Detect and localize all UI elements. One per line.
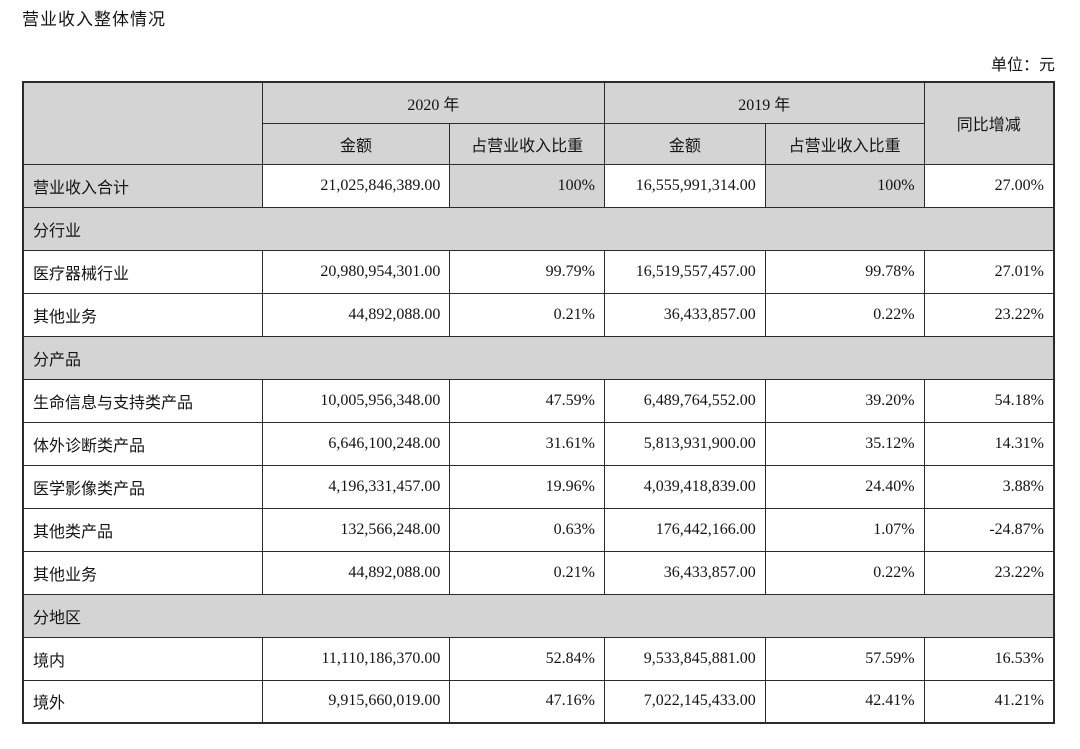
share-2020-cell: 0.63% (449, 507, 605, 552)
section-row: 分行业 (22, 206, 1055, 251)
section-label: 分行业 (22, 206, 1055, 251)
unit-label: 单位：元 (990, 57, 1055, 74)
table-row: 其他业务 44,892,088.00 0.21% 36,433,857.00 0.22%… (22, 550, 1055, 595)
share-2020-cell: 47.16% (449, 679, 605, 724)
share-2020-cell: 47.59% (449, 378, 605, 423)
share-2020-cell: 100% (449, 163, 605, 208)
share-2020-cell: 0.21% (449, 550, 605, 595)
header-row-subcolumns: 金额 占营业收入比重 金额 占营业收入比重 (23, 122, 1054, 165)
row-label: 生命信息与支持类产品 (22, 378, 263, 423)
share-2019-cell: 35.12% (764, 421, 925, 466)
amount-2020-cell: 9,915,660,019.00 (261, 679, 451, 724)
table-row: 营业收入合计 21,025,846,389.00 100% 16,555,991,31… (22, 163, 1055, 208)
amount-2019-cell: 5,813,931,900.00 (603, 421, 766, 466)
yoy-cell: 23.22% (923, 550, 1055, 595)
header-share-2019: 占营业收入比重 (764, 122, 925, 165)
yoy-cell: 27.00% (923, 163, 1055, 208)
section-row: 分产品 (22, 335, 1055, 380)
header-share-2020: 占营业收入比重 (449, 122, 605, 165)
table-row: 医疗器械行业 20,980,954,301.00 99.79% 16,519,557,… (22, 249, 1055, 294)
share-2020-cell: 99.79% (449, 249, 605, 294)
amount-2019-cell: 36,433,857.00 (603, 292, 766, 337)
amount-2019-cell: 16,555,991,314.00 (603, 163, 766, 208)
row-label: 医疗器械行业 (22, 249, 263, 294)
row-label: 其他业务 (22, 550, 263, 595)
header-year-2019: 2019 年 (603, 81, 925, 124)
share-2020-cell: 31.61% (449, 421, 605, 466)
section-label: 分地区 (22, 593, 1055, 638)
amount-2020-cell: 20,980,954,301.00 (261, 249, 451, 294)
table-row: 其他类产品 132,566,248.00 0.63% 176,442,166.00 1.… (22, 507, 1055, 552)
share-2020-cell: 19.96% (449, 464, 605, 509)
amount-2020-cell: 10,005,956,348.00 (261, 378, 451, 423)
row-label: 其他业务 (22, 292, 263, 337)
amount-2020-cell: 44,892,088.00 (261, 292, 451, 337)
amount-2019-cell: 6,489,764,552.00 (603, 378, 766, 423)
yoy-cell: 27.01% (923, 249, 1055, 294)
amount-2020-cell: 11,110,186,370.00 (261, 636, 451, 681)
table-row: 体外诊断类产品 6,646,100,248.00 31.61% 5,813,931,9… (22, 421, 1055, 466)
header-yoy: 同比增减 (923, 81, 1055, 165)
yoy-cell: 14.31% (923, 421, 1055, 466)
share-2020-cell: 0.21% (449, 292, 605, 337)
header-empty-cell (22, 81, 263, 165)
share-2019-cell: 24.40% (764, 464, 925, 509)
share-2019-cell: 0.22% (764, 292, 925, 337)
amount-2019-cell: 9,533,845,881.00 (603, 636, 766, 681)
section-row: 分地区 (22, 593, 1055, 638)
share-2019-cell: 57.59% (764, 636, 925, 681)
table-row: 医学影像类产品 4,196,331,457.00 19.96% 4,039,418,8… (22, 464, 1055, 509)
amount-2020-cell: 44,892,088.00 (261, 550, 451, 595)
section-label: 分产品 (22, 335, 1055, 380)
yoy-cell: 54.18% (923, 378, 1055, 423)
share-2019-cell: 42.41% (764, 679, 925, 724)
yoy-cell: 41.21% (923, 679, 1055, 724)
table-row: 境内 11,110,186,370.00 52.84% 9,533,845,881.0… (22, 636, 1055, 681)
amount-2019-cell: 36,433,857.00 (603, 550, 766, 595)
table-row: 生命信息与支持类产品 10,005,956,348.00 47.59% 6,489,7… (22, 378, 1055, 423)
document-page: 营业收入整体情况 单位：元 2020 年 2019 年 同比增减 金额 占营业收… (22, 10, 1055, 724)
revenue-table: 2020 年 2019 年 同比增减 金额 占营业收入比重 金额 占营业收入比重… (22, 81, 1055, 724)
row-label: 医学影像类产品 (22, 464, 263, 509)
share-2019-cell: 1.07% (764, 507, 925, 552)
amount-2020-cell: 21,025,846,389.00 (261, 163, 451, 208)
amount-2019-cell: 16,519,557,457.00 (603, 249, 766, 294)
row-label: 境外 (22, 679, 263, 724)
row-label: 营业收入合计 (22, 163, 263, 208)
share-2020-cell: 52.84% (449, 636, 605, 681)
table-body: 营业收入合计 21,025,846,389.00 100% 16,555,991,31… (22, 163, 1055, 724)
share-2019-cell: 39.20% (764, 378, 925, 423)
table-row: 其他业务 44,892,088.00 0.21% 36,433,857.00 0.22%… (22, 292, 1055, 337)
header-amount-2019: 金额 (603, 122, 766, 165)
row-label: 境内 (22, 636, 263, 681)
page-title: 营业收入整体情况 (22, 10, 166, 29)
header-year-2020: 2020 年 (261, 81, 605, 124)
header-amount-2020: 金额 (261, 122, 451, 165)
table-row: 境外 9,915,660,019.00 47.16% 7,022,145,433.00… (22, 679, 1055, 724)
header-row-years: 2020 年 2019 年 同比增减 (22, 81, 1055, 165)
share-2019-cell: 100% (764, 163, 925, 208)
yoy-cell: -24.87% (923, 507, 1055, 552)
row-label: 其他类产品 (22, 507, 263, 552)
share-2019-cell: 99.78% (764, 249, 925, 294)
amount-2020-cell: 6,646,100,248.00 (261, 421, 451, 466)
amount-2019-cell: 176,442,166.00 (603, 507, 766, 552)
amount-2020-cell: 4,196,331,457.00 (261, 464, 451, 509)
yoy-cell: 16.53% (923, 636, 1055, 681)
amount-2019-cell: 7,022,145,433.00 (603, 679, 766, 724)
amount-2020-cell: 132,566,248.00 (261, 507, 451, 552)
yoy-cell: 3.88% (923, 464, 1055, 509)
row-label: 体外诊断类产品 (22, 421, 263, 466)
share-2019-cell: 0.22% (764, 550, 925, 595)
yoy-cell: 23.22% (923, 292, 1055, 337)
amount-2019-cell: 4,039,418,839.00 (603, 464, 766, 509)
